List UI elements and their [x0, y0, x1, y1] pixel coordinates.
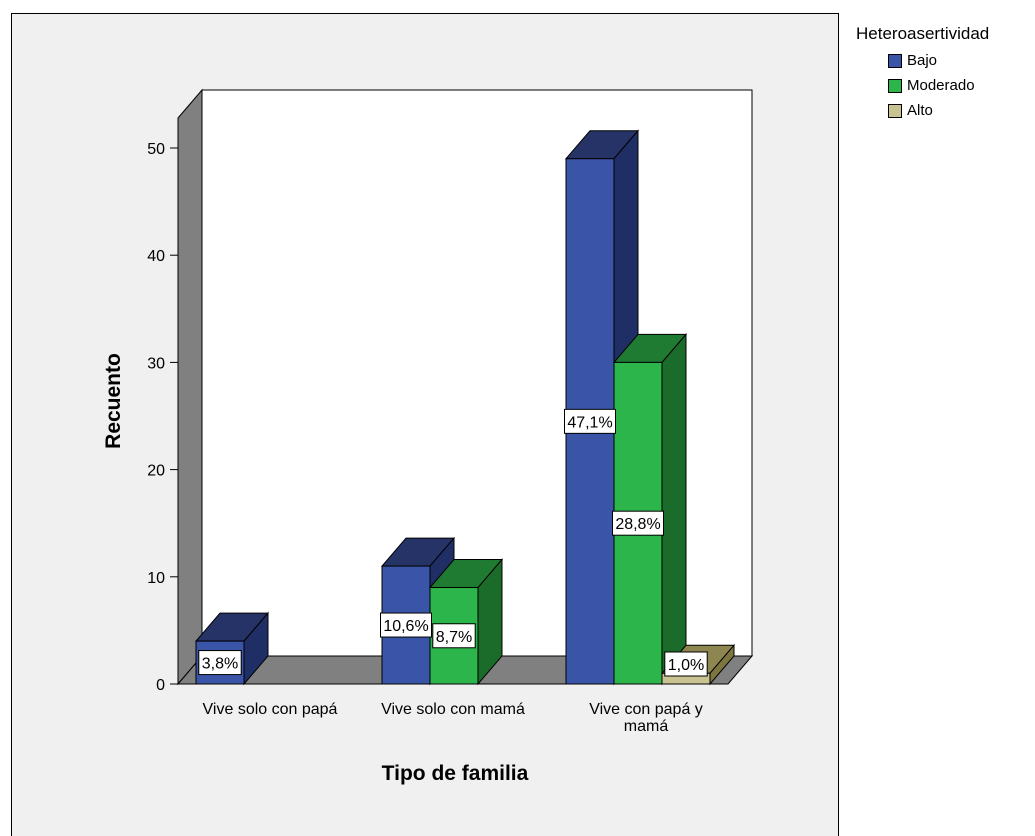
data-label-text: 3,8% [202, 656, 238, 673]
x-tick-label-papa: Vive solo con papá [203, 701, 338, 718]
y-axis-title: Recuento [102, 353, 125, 449]
y-axis-ticks: 0 10 20 30 40 50 [147, 141, 178, 694]
data-label-box [564, 408, 616, 434]
legend-item-moderado: Moderado [888, 73, 989, 98]
data-label-moderado-mama: 8,7% [432, 623, 476, 649]
y-tick-label: 20 [147, 463, 165, 480]
data-label-moderado-ambos: 28,8% [612, 510, 664, 536]
data-label-text: 28,8% [615, 516, 660, 533]
legend-item-bajo: Bajo [888, 48, 989, 73]
y-tick-label: 10 [147, 570, 165, 587]
data-label-text: 47,1% [567, 414, 612, 431]
x-tick-label-mama: Vive solo con mamá [381, 701, 525, 718]
y-tick-label: 0 [156, 677, 165, 694]
legend-label-alto: Alto [907, 102, 933, 119]
x-tick-label-ambos: Vive con papá y mamá [589, 701, 703, 735]
data-label-box [198, 650, 242, 676]
data-label-box [380, 612, 432, 638]
data-label-box [664, 651, 708, 677]
bar-moderado-ambos [612, 333, 688, 686]
legend-title: Heteroasertividad [856, 24, 990, 43]
legend-item-alto: Alto [888, 98, 989, 123]
bar-moderado-mama [428, 558, 504, 686]
data-label-box [432, 623, 476, 649]
data-label-alto-ambos: 1,0% [664, 651, 708, 677]
data-label-text: 1,0% [668, 657, 704, 674]
bar-side-face [661, 333, 687, 686]
legend: Heteroasertividad Bajo Moderado Alto [856, 24, 989, 123]
plot-side-wall [177, 88, 203, 686]
data-label-bajo-ambos: 47,1% [564, 408, 616, 434]
data-label-bajo-papa: 3,8% [198, 650, 242, 676]
x-axis-tick-labels: Vive solo con papá Vive solo con mamá Vive… [203, 701, 703, 735]
legend-swatch-alto [888, 103, 902, 118]
data-label-box [612, 510, 664, 536]
x-axis-title: Tipo de familia [382, 762, 529, 785]
data-label-text: 8,7% [436, 629, 472, 646]
y-tick-label: 40 [147, 248, 165, 265]
bar-bajo-papa [194, 611, 270, 686]
legend-label-moderado: Moderado [907, 77, 975, 94]
data-label-bajo-mama: 10,6% [380, 612, 432, 638]
legend-label-bajo: Bajo [907, 52, 938, 69]
data-labels: 3,8% 10,6% 8,7% 47,1% 28,8% 1,0% [198, 408, 708, 677]
data-label-text: 10,6% [383, 618, 428, 635]
y-tick-label: 50 [147, 141, 165, 158]
y-tick-label: 30 [147, 355, 165, 372]
legend-swatch-moderado [888, 78, 902, 93]
legend-swatch-bajo [888, 53, 902, 68]
